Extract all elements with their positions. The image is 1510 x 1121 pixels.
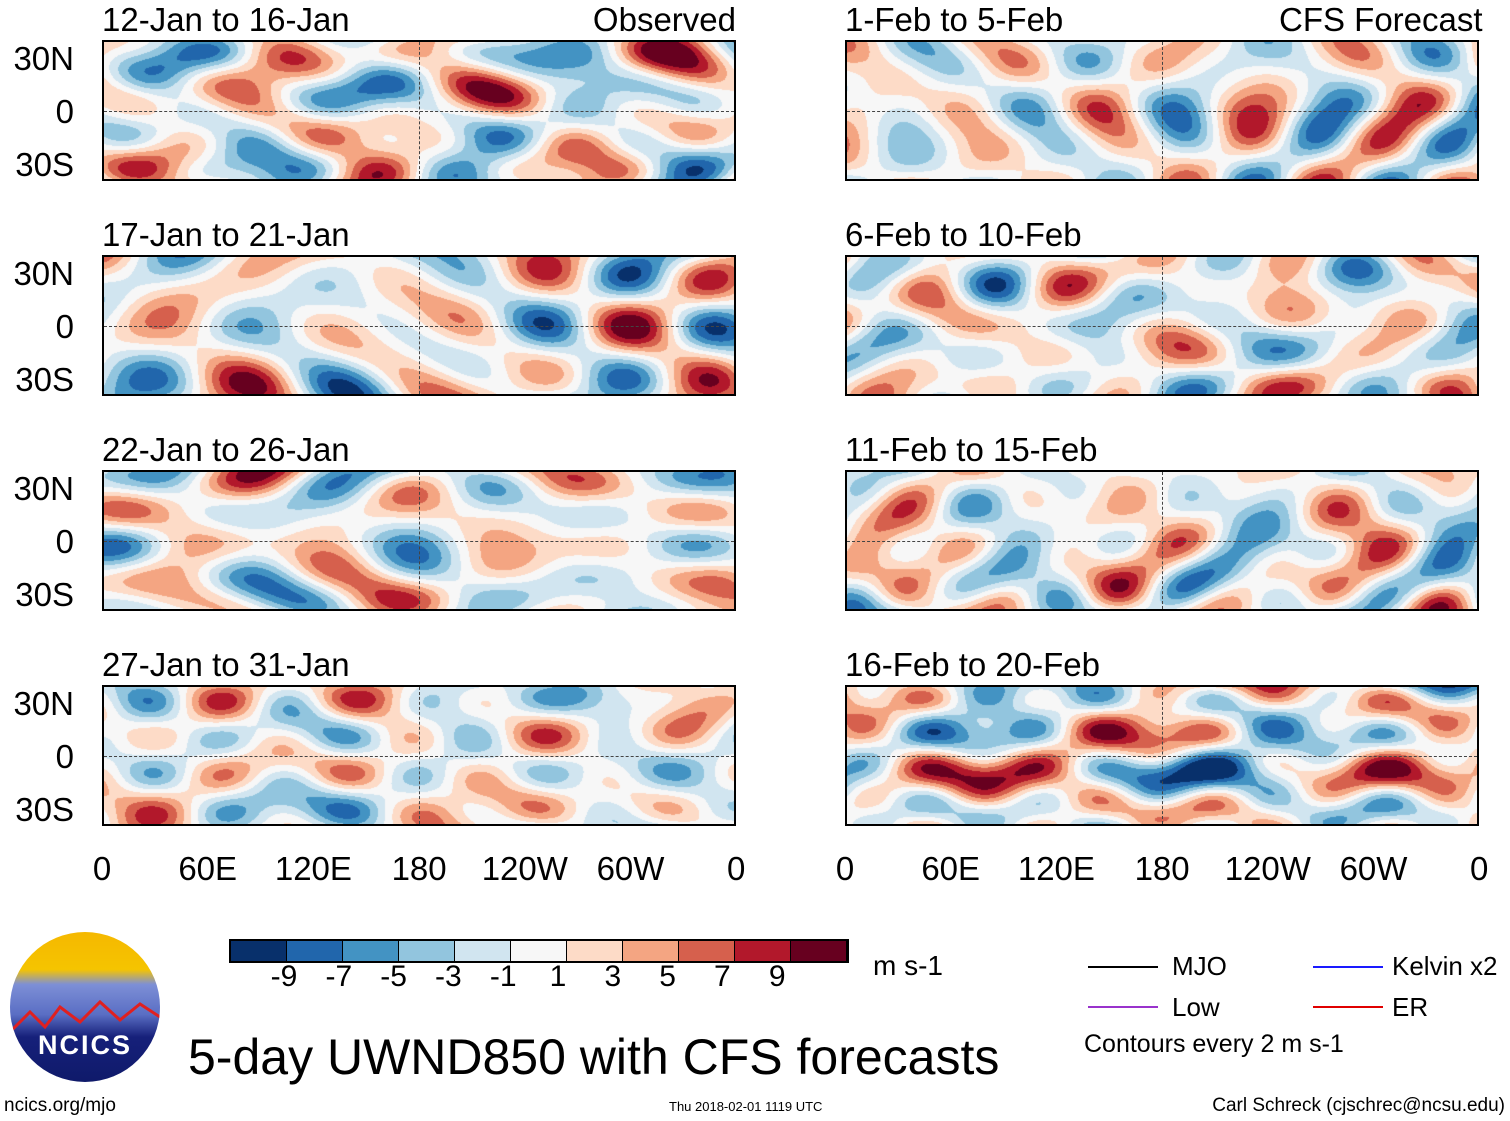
lon-label: 120E [274, 850, 352, 887]
kelvin-line [1313, 966, 1383, 968]
colorbar-swatch [623, 941, 679, 961]
lat-label: 30N [13, 255, 74, 292]
panel-title: 22-Jan to 26-Jan [102, 431, 350, 468]
map-panel [845, 685, 1479, 826]
panel-tag: Observed [592, 1, 736, 38]
lat-label: 0 [55, 308, 74, 345]
colorbar-swatch [287, 941, 343, 961]
colorbar-units: m s-1 [873, 950, 943, 981]
lat-label: 30S [15, 146, 74, 183]
map-panel [102, 255, 736, 396]
lon-label: 60E [178, 850, 238, 887]
lon-label: 60E [921, 850, 981, 887]
panel-title: 12-Jan to 16-Jan [102, 1, 350, 38]
logo-text: NCICS [37, 1030, 132, 1060]
dateline [1162, 257, 1163, 394]
legend-kelvin: Kelvin x2 [1392, 951, 1498, 981]
colorbar-label: -9 [270, 960, 298, 993]
map-panel [845, 255, 1479, 396]
colorbar [229, 939, 849, 963]
colorbar-label: -3 [435, 960, 462, 993]
lat-label: 0 [55, 523, 74, 560]
lon-label: 180 [391, 850, 447, 887]
contour-note: Contours every 2 m s-1 [1084, 1030, 1344, 1058]
colorbar-label: -1 [489, 960, 517, 993]
footer-author: Carl Schreck (cjschrec@ncsu.edu) [1212, 1095, 1505, 1116]
panel-title: 16-Feb to 20-Feb [845, 646, 1100, 683]
dateline [1162, 687, 1163, 824]
legend-low: Low [1172, 992, 1220, 1022]
colorbar-swatch [679, 941, 735, 961]
lat-label: 30N [13, 685, 74, 722]
colorbar-swatch [455, 941, 511, 961]
panel-title: 17-Jan to 21-Jan [102, 216, 350, 253]
dateline [419, 472, 420, 609]
dateline [1162, 472, 1163, 609]
lon-label: 180 [1134, 850, 1190, 887]
dateline [419, 42, 420, 179]
dateline [1162, 42, 1163, 179]
footer-url[interactable]: ncics.org/mjo [4, 1095, 116, 1116]
lat-label: 30S [15, 576, 74, 613]
legend-er: ER [1392, 992, 1429, 1022]
footer-timestamp: Thu 2018-02-01 1119 UTC [669, 1099, 823, 1114]
colorbar-label: -5 [380, 960, 407, 993]
map-panel [102, 685, 736, 826]
colorbar-swatch [399, 941, 455, 961]
colorbar-label: 5 [659, 960, 676, 993]
colorbar-swatch [791, 941, 847, 961]
er-line [1313, 1006, 1383, 1008]
lon-label: 60W [596, 850, 665, 887]
colorbar-swatch [231, 941, 287, 961]
map-panel [845, 40, 1479, 181]
panel-title: 6-Feb to 10-Feb [845, 216, 1082, 253]
lon-label: 0 [835, 850, 855, 887]
figure-title: 5-day UWND850 with CFS forecasts [188, 1029, 1000, 1085]
colorbar-swatch [511, 941, 567, 961]
lat-label: 30S [15, 791, 74, 828]
legend-mjo: MJO [1172, 951, 1227, 981]
lon-label: 0 [727, 850, 746, 887]
lon-label: 120E [1017, 850, 1095, 887]
map-panel [102, 470, 736, 611]
lon-label: 60W [1339, 850, 1408, 887]
lat-label: 0 [55, 738, 74, 775]
lat-label: 0 [55, 93, 74, 130]
mjo-line [1088, 966, 1158, 968]
panel-title: 1-Feb to 5-Feb [845, 1, 1064, 38]
colorbar-label: -7 [325, 960, 353, 993]
colorbar-label: 3 [604, 960, 622, 993]
map-panel [845, 470, 1479, 611]
map-panel [102, 40, 736, 181]
colorbar-swatch [343, 941, 399, 961]
lon-label: 120W [1224, 850, 1311, 887]
lat-label: 30S [15, 361, 74, 398]
lat-label: 30N [13, 470, 74, 507]
colorbar-label: 7 [714, 960, 731, 993]
panel-tag: CFS Forecast [1279, 1, 1483, 38]
low-line [1088, 1006, 1158, 1008]
colorbar-label: 9 [768, 960, 786, 993]
ncics-logo: NCICS [10, 932, 160, 1082]
panel-title: 11-Feb to 15-Feb [845, 431, 1098, 468]
lon-label: 120W [481, 850, 568, 887]
colorbar-swatch [567, 941, 623, 961]
panel-title: 27-Jan to 31-Jan [102, 646, 350, 683]
lon-label: 0 [92, 850, 112, 887]
dateline [419, 687, 420, 824]
lon-label: 0 [1470, 850, 1489, 887]
dateline [419, 257, 420, 394]
colorbar-label: 1 [549, 960, 567, 993]
lat-label: 30N [13, 40, 74, 77]
colorbar-swatch [735, 941, 791, 961]
